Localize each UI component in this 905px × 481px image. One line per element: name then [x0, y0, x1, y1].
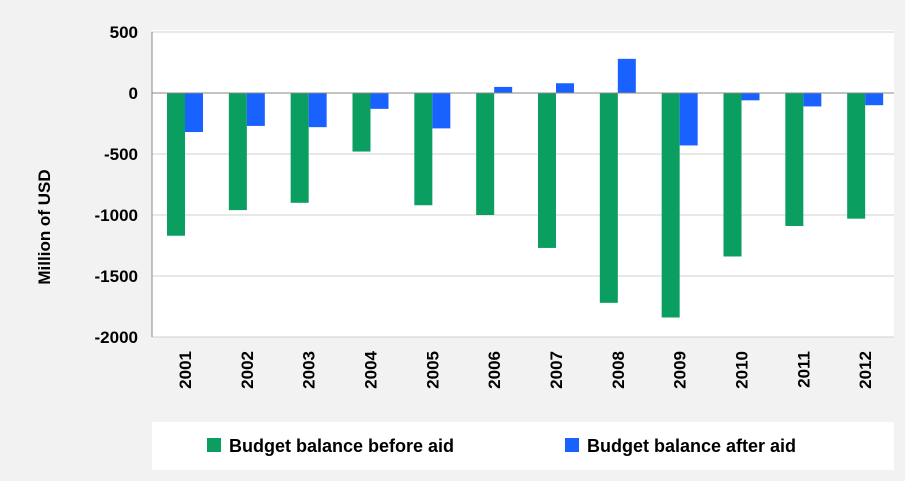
- y-tick-label: -500: [104, 145, 138, 164]
- legend-box: [152, 422, 894, 470]
- y-tick-labels: 500 0 -500 -1000 -1500 -2000: [95, 23, 138, 347]
- bar-after-aid: [617, 58, 636, 93]
- bar-before-aid: [723, 93, 742, 257]
- bar-after-aid: [865, 93, 884, 106]
- legend-swatch-before-aid: [207, 438, 221, 452]
- bar-after-aid: [246, 93, 265, 126]
- bar-before-aid: [538, 93, 556, 248]
- x-tick-label: 2002: [238, 351, 257, 389]
- x-tick-label: 2006: [485, 351, 504, 389]
- x-tick-label: 2001: [176, 351, 195, 389]
- bar-before-aid: [599, 93, 618, 303]
- y-axis-title: Million of USD: [35, 169, 54, 284]
- bar-before-aid: [352, 93, 371, 152]
- bar-before-aid: [167, 93, 185, 236]
- legend-swatch-after-aid: [565, 438, 579, 452]
- bar-before-aid: [847, 93, 866, 219]
- bar-before-aid: [661, 93, 680, 318]
- legend-label-before-aid: Budget balance before aid: [229, 436, 454, 456]
- x-tick-label: 2008: [609, 351, 628, 389]
- bar-before-aid: [785, 93, 804, 226]
- bar-before-aid: [476, 93, 495, 215]
- bar-before-aid: [290, 93, 309, 203]
- y-tick-label: 0: [129, 84, 138, 103]
- bar-before-aid: [228, 93, 247, 211]
- x-tick-label: 2007: [547, 351, 566, 389]
- y-tick-label: -1500: [95, 267, 138, 286]
- bar-after-aid: [432, 93, 451, 129]
- gridlines: [152, 31, 894, 338]
- plot-area: [152, 30, 894, 337]
- bar-before-aid: [414, 93, 433, 206]
- x-tick-label: 2010: [733, 351, 752, 389]
- bar-after-aid: [185, 93, 203, 133]
- bar-after-aid: [494, 86, 513, 93]
- x-tick-label: 2011: [794, 351, 813, 388]
- x-tick-label: 2005: [423, 351, 442, 389]
- x-tick-labels: 2001 2002 2003 2004 2005 2006 2007 2008 2009 2010…: [176, 350, 875, 388]
- bar-after-aid: [370, 93, 389, 109]
- legend-label-after-aid: Budget balance after aid: [587, 436, 796, 456]
- bars-group: [167, 58, 884, 318]
- x-tick-label: 2009: [671, 351, 690, 389]
- x-tick-label: 2003: [300, 351, 319, 389]
- legend: Budget balance before aid Budget balance…: [152, 422, 894, 470]
- bar-after-aid: [679, 93, 698, 146]
- y-tick-label: -2000: [95, 328, 138, 347]
- bar-after-aid: [308, 93, 327, 128]
- bar-after-aid: [741, 93, 760, 101]
- x-tick-label: 2004: [362, 350, 381, 388]
- y-tick-label: 500: [110, 23, 138, 42]
- x-tick-label: 2012: [856, 351, 875, 389]
- bar-after-aid: [556, 83, 574, 93]
- y-tick-label: -1000: [95, 206, 138, 225]
- bar-after-aid: [803, 93, 822, 107]
